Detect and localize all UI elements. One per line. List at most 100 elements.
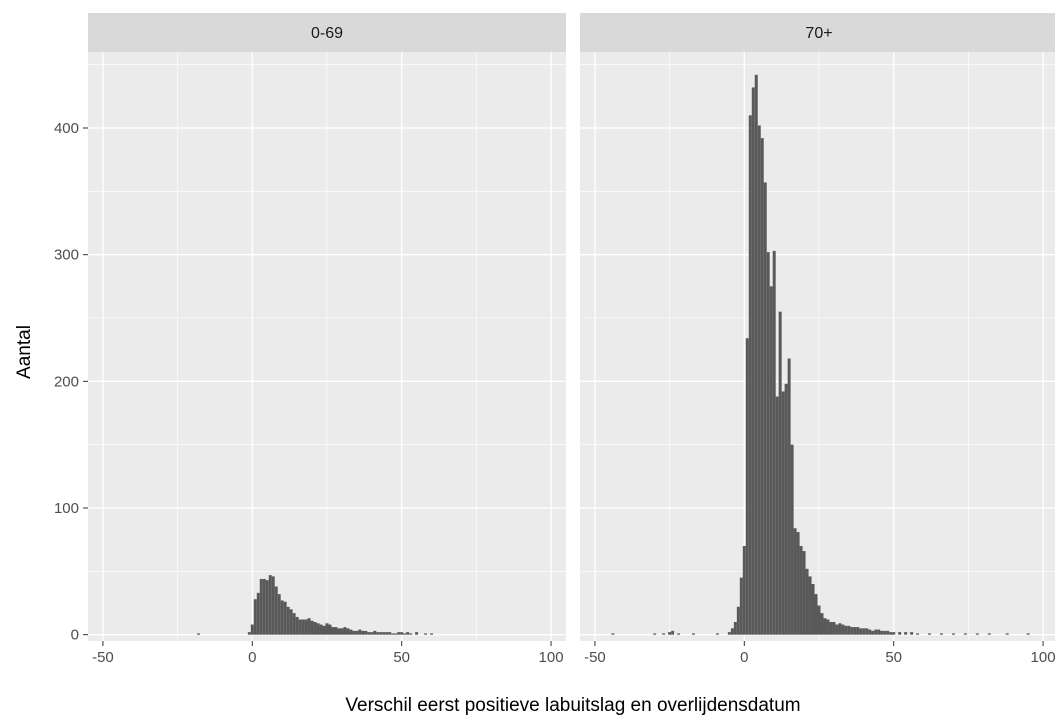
histogram-bar bbox=[358, 629, 362, 635]
histogram-bar bbox=[304, 619, 308, 635]
facet-strip-label: 70+ bbox=[805, 25, 832, 42]
histogram-bar bbox=[376, 632, 380, 635]
major-gridlines bbox=[88, 52, 566, 641]
histogram-bar bbox=[247, 632, 251, 635]
histogram-bar bbox=[847, 625, 851, 635]
histogram-bar bbox=[262, 578, 266, 635]
histogram-bar bbox=[865, 628, 869, 635]
minor-gridlines bbox=[580, 52, 1055, 641]
histogram-bar bbox=[328, 624, 332, 635]
histogram-bar bbox=[331, 627, 335, 635]
histogram-bar bbox=[757, 125, 761, 635]
histogram-bar bbox=[295, 616, 299, 635]
histogram-bar bbox=[781, 391, 785, 635]
histogram-bar bbox=[763, 182, 767, 635]
strip-background bbox=[580, 13, 1055, 52]
histogram-bar bbox=[727, 632, 731, 635]
x-tick-label: 0 bbox=[248, 649, 256, 666]
histogram-bar bbox=[748, 115, 752, 635]
histogram-bar bbox=[886, 630, 890, 635]
histogram-bar bbox=[250, 624, 254, 635]
histogram-bar bbox=[671, 630, 675, 635]
histogram-bar bbox=[298, 619, 302, 635]
histogram-bar bbox=[259, 578, 263, 635]
y-tick-label: 100 bbox=[54, 500, 79, 517]
histogram-bar bbox=[352, 630, 356, 635]
histogram-bar bbox=[796, 532, 800, 635]
histogram-bar bbox=[286, 606, 290, 635]
histogram-bar bbox=[301, 619, 305, 635]
histogram-bar bbox=[904, 632, 908, 635]
histogram-bar bbox=[808, 576, 812, 635]
histogram-bar bbox=[841, 624, 845, 635]
histogram-bar bbox=[829, 622, 833, 635]
histogram-bar bbox=[883, 630, 887, 635]
histogram-bar bbox=[253, 599, 257, 635]
histogram-bar bbox=[197, 633, 201, 635]
histogram-bar bbox=[805, 568, 809, 635]
histogram-bar bbox=[820, 613, 824, 635]
histogram-bar bbox=[850, 627, 854, 635]
histogram-bar bbox=[662, 633, 666, 635]
histogram-bar bbox=[790, 444, 794, 635]
histogram-bar bbox=[778, 311, 782, 635]
histogram-bar bbox=[814, 594, 818, 635]
histogram-bar bbox=[280, 600, 284, 635]
histogram-bar bbox=[975, 633, 979, 635]
histogram-bar bbox=[256, 592, 260, 635]
histogram-bars bbox=[197, 575, 434, 635]
histogram-bar bbox=[313, 622, 317, 635]
histogram-bar bbox=[868, 629, 872, 635]
histogram-bar bbox=[367, 632, 371, 635]
histogram-bar bbox=[874, 629, 878, 635]
histogram-bar bbox=[766, 252, 770, 635]
histogram-bar bbox=[403, 633, 407, 635]
histogram-bar bbox=[370, 632, 374, 635]
y-tick-label: 200 bbox=[54, 373, 79, 390]
histogram-bar bbox=[668, 632, 672, 635]
histogram-bar bbox=[856, 627, 860, 635]
histogram-bar bbox=[1026, 633, 1030, 635]
histogram-bar bbox=[793, 528, 797, 635]
histogram-bar bbox=[388, 632, 392, 635]
x-tick-label: 50 bbox=[885, 649, 902, 666]
histogram-bar bbox=[277, 594, 281, 635]
histogram-bar bbox=[1005, 633, 1009, 635]
histogram-bar bbox=[325, 623, 329, 635]
histogram-bar bbox=[817, 605, 821, 635]
histogram-bar bbox=[844, 625, 848, 635]
histogram-bar bbox=[349, 629, 353, 635]
histogram-bar bbox=[653, 633, 657, 635]
histogram-bar bbox=[292, 613, 296, 635]
y-axis-title: Aantal bbox=[14, 325, 35, 379]
histogram-bar bbox=[394, 633, 398, 635]
x-tick-label: 100 bbox=[539, 649, 564, 666]
histogram-bar bbox=[898, 632, 902, 635]
y-tick-label: 300 bbox=[54, 247, 79, 264]
histogram-bar bbox=[739, 577, 743, 635]
histogram-bar bbox=[733, 622, 737, 635]
histogram-bar bbox=[835, 624, 839, 635]
y-tick-label: 400 bbox=[54, 120, 79, 137]
histogram-bar bbox=[271, 576, 275, 635]
histogram-bar bbox=[736, 606, 740, 635]
strip-background bbox=[88, 13, 566, 52]
histogram-bar bbox=[811, 584, 815, 635]
histogram-bar bbox=[939, 633, 943, 635]
y-tick-label: 0 bbox=[71, 627, 79, 644]
histogram-bar bbox=[346, 628, 350, 635]
histogram-bar bbox=[823, 618, 827, 635]
histogram-bar bbox=[340, 628, 344, 635]
histogram-bar bbox=[751, 87, 755, 635]
facet-panel-0-69: 0-69 -50 0 50 100 bbox=[88, 13, 566, 666]
histogram-bar bbox=[611, 633, 615, 635]
histogram-bar bbox=[274, 586, 278, 635]
x-tick-label: -50 bbox=[92, 649, 114, 666]
histogram-bar bbox=[355, 630, 359, 635]
histogram-bar bbox=[951, 633, 955, 635]
histogram-bar bbox=[319, 624, 323, 635]
histogram-bar bbox=[871, 630, 875, 635]
histogram-bar bbox=[859, 628, 863, 635]
histogram-bar bbox=[268, 575, 272, 635]
histogram-bar bbox=[754, 74, 758, 635]
